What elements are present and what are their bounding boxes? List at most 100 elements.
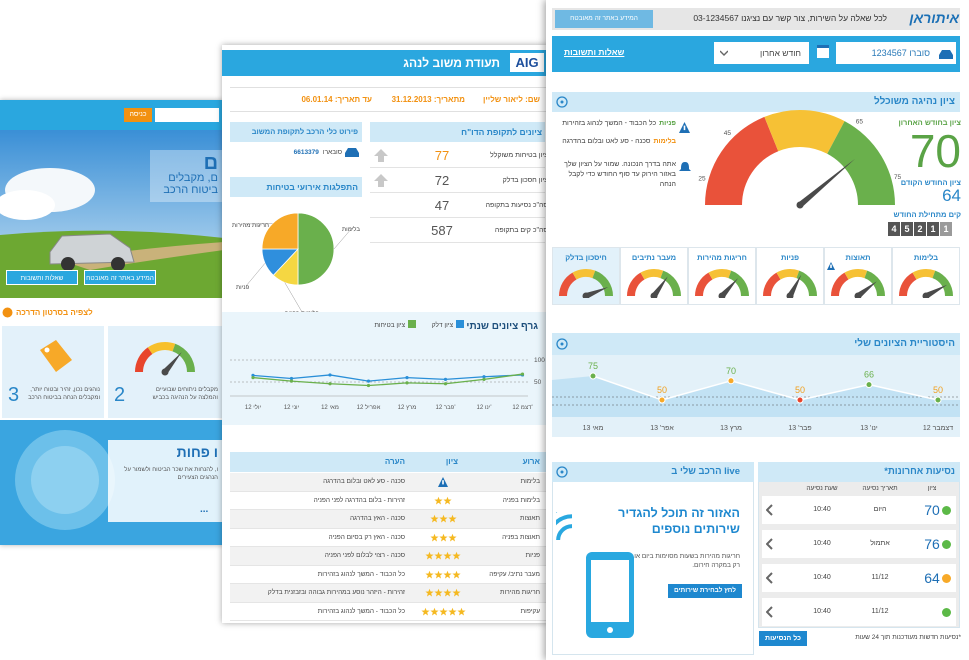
history-point bbox=[865, 381, 873, 389]
table-row bbox=[230, 510, 548, 529]
gauge-label: 75 bbox=[894, 174, 902, 181]
event-name: בלימות bbox=[520, 478, 540, 485]
bell bbox=[679, 162, 691, 171]
gauge-segment bbox=[627, 272, 645, 296]
section-title: היסטוריית הציונים שלי bbox=[854, 338, 955, 349]
warning-icon bbox=[438, 477, 448, 487]
gauge-segment bbox=[172, 343, 195, 372]
category-label: בלימות bbox=[913, 253, 939, 262]
logo: איתוראן bbox=[909, 10, 959, 26]
score-label: סה"כ נסיעות בתקופה bbox=[485, 202, 548, 209]
series-point bbox=[251, 376, 255, 380]
period-select[interactable]: חודש אחרון bbox=[714, 42, 809, 64]
search-input[interactable] bbox=[155, 108, 219, 122]
trip-time: 10:40 bbox=[813, 506, 831, 513]
history-point bbox=[934, 396, 942, 404]
secure-button[interactable]: המידע באתר זה מאובטח bbox=[555, 10, 653, 28]
star bbox=[434, 496, 443, 504]
star bbox=[452, 570, 461, 578]
gauge-needle bbox=[719, 278, 739, 298]
gauge-segment bbox=[147, 342, 176, 354]
star bbox=[443, 570, 452, 578]
driving-message: פניותכל הכבוד - המשך לנהוג בזהירות bbox=[554, 119, 676, 129]
event-name: מעבר נתיב/ עקיפה bbox=[489, 570, 540, 578]
section-title: ציון נהיגה משוכלל bbox=[873, 96, 955, 107]
header-bar bbox=[222, 50, 548, 76]
star bbox=[429, 514, 439, 523]
category-label: פניות bbox=[780, 253, 800, 262]
section-title: ציונים לתקופת הדו"ח bbox=[461, 127, 542, 137]
event-name: תאוצות bbox=[520, 515, 540, 522]
section-header bbox=[552, 333, 960, 355]
video-link[interactable]: לצפיה בסרטון הדרכה bbox=[16, 308, 93, 317]
x-tick-label: מאי 13 bbox=[583, 425, 604, 432]
trip-row[interactable] bbox=[762, 564, 956, 592]
trip-time: 10:40 bbox=[813, 608, 831, 615]
aig-logo: AIG bbox=[510, 53, 544, 72]
gauge-segment bbox=[572, 269, 596, 280]
star-rating bbox=[420, 607, 466, 615]
gauge-needle bbox=[856, 281, 877, 298]
faq-link[interactable]: שאלות ותשובות bbox=[564, 47, 625, 57]
signal-arc bbox=[556, 514, 573, 541]
report-to: עד תאריך: 06.01.14 bbox=[301, 95, 372, 104]
category-gauge bbox=[559, 269, 613, 298]
gauge-hub bbox=[650, 292, 658, 298]
all-trips-button[interactable]: כל הנסיעות bbox=[759, 631, 807, 646]
badge-decoration bbox=[15, 430, 115, 530]
legend-swatch bbox=[408, 320, 416, 328]
gauge-segment bbox=[135, 347, 153, 372]
vehicle-model: סובארו bbox=[322, 149, 342, 156]
series-point bbox=[405, 376, 409, 380]
promo-text: ו, להנחות את שכר הביטוח ולשמור על הנהגים… bbox=[124, 467, 218, 481]
login-button[interactable]: כניסה bbox=[124, 108, 152, 122]
table-row bbox=[230, 602, 548, 621]
x-tick-label: פבר' 13 bbox=[788, 425, 811, 432]
series-point bbox=[251, 373, 255, 377]
star bbox=[452, 588, 461, 597]
feature-card: 2 מקבלים ניתוחים שבועיים והמלצה על הנהיגה… bbox=[108, 326, 222, 418]
trip-row[interactable] bbox=[762, 598, 956, 626]
vehicle-select[interactable]: סוברו 1234567 bbox=[836, 42, 956, 64]
dot bbox=[942, 506, 951, 515]
category-gauge bbox=[899, 269, 953, 298]
table-row bbox=[230, 473, 548, 492]
km-digit: 2 bbox=[914, 222, 926, 236]
feature-card: 3 נוהגים נכון, זהיר ובטוח יותר, ומקבלים ה… bbox=[2, 326, 104, 418]
card-tag bbox=[40, 340, 72, 372]
hero-text: ביטוח הרכב bbox=[163, 184, 218, 196]
divider bbox=[230, 111, 548, 112]
section-header bbox=[230, 122, 362, 142]
trip-row[interactable] bbox=[762, 530, 956, 558]
gauge-segment bbox=[899, 272, 917, 296]
x-tick-label: דצמבר 12 bbox=[923, 425, 953, 432]
star bbox=[425, 588, 434, 597]
faq-button[interactable]: שאלות ותשובות bbox=[6, 270, 78, 285]
legend-swatch bbox=[456, 320, 464, 328]
hero-text-box bbox=[150, 150, 224, 202]
card-text: מקבלים ניתוחים שבועיים והמלצה על הנהיגה … bbox=[152, 387, 218, 401]
trip-row[interactable] bbox=[762, 496, 956, 524]
gauge-needle bbox=[787, 274, 802, 298]
table-row bbox=[230, 565, 548, 584]
help-icon bbox=[556, 96, 568, 108]
star bbox=[438, 533, 448, 541]
x-tick-label: אפר' 13 bbox=[650, 425, 674, 432]
history-value: 75 bbox=[588, 361, 598, 371]
score-dot bbox=[942, 540, 951, 549]
category-gauge bbox=[763, 269, 817, 298]
table-header bbox=[230, 452, 548, 472]
star-rating bbox=[425, 551, 461, 560]
help-dot bbox=[560, 100, 564, 104]
category-label: מעבר נתיבים bbox=[631, 253, 677, 262]
score-dot bbox=[942, 506, 951, 515]
trips-heading: תאריך נסיעה bbox=[862, 485, 898, 492]
services-button[interactable]: לחץ לבחירת שירותים bbox=[668, 584, 742, 598]
gauge-segment bbox=[796, 270, 817, 296]
gauge-hub bbox=[582, 292, 590, 298]
star bbox=[420, 607, 430, 615]
gauge-segment bbox=[705, 116, 779, 205]
event-note: סכנה - רצוי לבלום לפני הפניה bbox=[324, 552, 405, 559]
secure-button[interactable]: המידע באתר זה מאובטח bbox=[84, 270, 156, 285]
